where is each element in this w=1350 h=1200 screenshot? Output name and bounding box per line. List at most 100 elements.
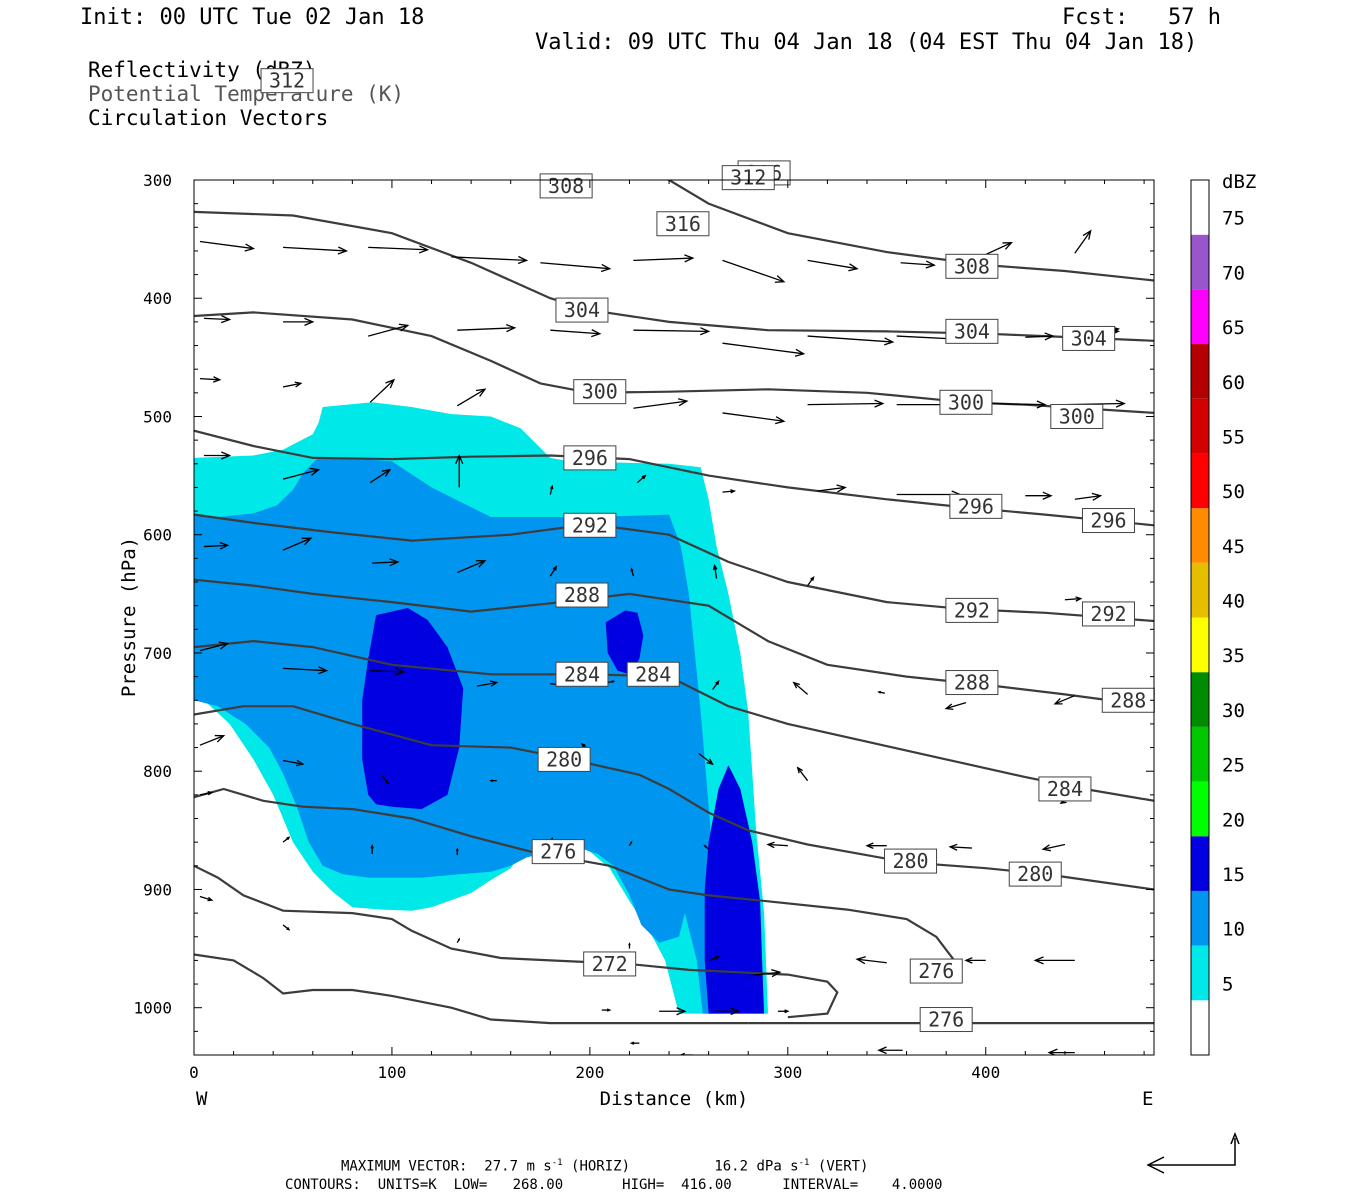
reference-vector-icon bbox=[1146, 1131, 1240, 1174]
colorbar-swatch bbox=[1191, 945, 1209, 1001]
colorbar-swatch bbox=[1191, 453, 1209, 509]
isentrope-label-308: 308 bbox=[945, 253, 999, 279]
circulation-vector bbox=[368, 245, 430, 254]
colorbar-level-label: 35 bbox=[1222, 645, 1245, 667]
circulation-vector bbox=[203, 451, 232, 460]
svg-text:292: 292 bbox=[954, 598, 990, 622]
colorbar-level-label: 60 bbox=[1222, 372, 1245, 394]
x-tick-label: 0 bbox=[189, 1063, 199, 1082]
x-tick-label: 300 bbox=[773, 1063, 802, 1082]
circulation-vector bbox=[807, 259, 859, 272]
y-tick-label: 800 bbox=[143, 762, 172, 781]
colorbar-level-label: 50 bbox=[1222, 481, 1245, 503]
y-tick-label: 700 bbox=[143, 644, 172, 663]
colorbar-level-label: 20 bbox=[1222, 809, 1245, 831]
y-tick-label: 400 bbox=[143, 289, 172, 308]
colorbar-swatch bbox=[1191, 234, 1209, 290]
y-tick-label: 600 bbox=[143, 526, 172, 545]
max-horiz-exponent: -1 bbox=[551, 1158, 563, 1168]
circulation-vector bbox=[633, 254, 695, 263]
circulation-vector bbox=[455, 453, 464, 488]
colorbar-swatch bbox=[1191, 289, 1209, 345]
init-label: Init: 00 UTC Tue 02 Jan 18 bbox=[80, 5, 425, 30]
isentrope-308k bbox=[665, 180, 1154, 282]
max-horiz-unit: (HORIZ) bbox=[571, 1158, 631, 1175]
svg-text:276: 276 bbox=[928, 1008, 964, 1032]
circulation-vector bbox=[456, 388, 487, 407]
circulation-vector bbox=[708, 956, 721, 962]
circulation-vector bbox=[629, 1041, 640, 1045]
circulation-vector bbox=[865, 842, 887, 850]
circulation-vector bbox=[489, 779, 497, 783]
circulation-vector bbox=[1074, 492, 1103, 501]
circulation-vector bbox=[792, 681, 809, 695]
circulation-vector bbox=[199, 791, 214, 796]
colorbar-swatch bbox=[1191, 180, 1209, 235]
max-horiz-value: 27.7 m s bbox=[484, 1158, 552, 1175]
isentrope-300k bbox=[194, 311, 1154, 414]
circulation-vector bbox=[370, 844, 374, 854]
svg-text:276: 276 bbox=[918, 959, 954, 983]
isentrope-label-308: 308 bbox=[539, 173, 593, 199]
circulation-vector bbox=[628, 942, 631, 949]
circulation-vector bbox=[203, 315, 232, 324]
isentrope-label-284: 284 bbox=[1038, 776, 1092, 802]
isentrope-272k bbox=[194, 864, 839, 1019]
x-axis-east-label: E bbox=[1142, 1088, 1153, 1110]
circulation-vector bbox=[368, 323, 410, 337]
svg-text:280: 280 bbox=[892, 849, 928, 873]
isentrope-label-280: 280 bbox=[884, 848, 938, 874]
x-tick-label: 200 bbox=[575, 1063, 604, 1082]
circulation-vector bbox=[944, 702, 967, 710]
isentrope-label-296: 296 bbox=[949, 493, 1003, 519]
colorbar-level-label: 30 bbox=[1222, 700, 1245, 722]
svg-text:308: 308 bbox=[548, 174, 584, 198]
y-tick-label: 300 bbox=[143, 171, 172, 190]
svg-text:288: 288 bbox=[954, 671, 990, 695]
circulation-vector bbox=[703, 844, 710, 850]
circulation-vector bbox=[633, 398, 689, 409]
circulation-vector bbox=[550, 329, 602, 338]
svg-text:308: 308 bbox=[954, 254, 990, 278]
isentrope-284k bbox=[194, 639, 1154, 802]
colorbar-level-label: 15 bbox=[1222, 864, 1245, 886]
svg-text:292: 292 bbox=[1090, 602, 1126, 626]
circulation-vector bbox=[199, 240, 256, 252]
circulation-vector bbox=[549, 565, 558, 577]
circulation-vector bbox=[985, 241, 1013, 256]
circulation-vector bbox=[679, 1052, 693, 1055]
circulation-vector bbox=[1033, 956, 1075, 965]
circulation-vector bbox=[1041, 843, 1066, 852]
circulation-vector bbox=[877, 690, 885, 694]
isentrope-label-284: 284 bbox=[555, 661, 609, 687]
svg-text:296: 296 bbox=[958, 494, 994, 518]
svg-text:304: 304 bbox=[954, 319, 990, 343]
svg-text:296: 296 bbox=[572, 446, 608, 470]
svg-text:300: 300 bbox=[1059, 404, 1095, 428]
x-tick-label: 400 bbox=[971, 1063, 1000, 1082]
circulation-vector bbox=[283, 317, 315, 326]
circulation-vector bbox=[203, 541, 230, 550]
reflectivity-15dbz-region bbox=[605, 610, 644, 675]
reflectivity-15dbz-region bbox=[704, 765, 765, 1014]
circulation-vector bbox=[283, 246, 349, 255]
svg-text:284: 284 bbox=[564, 662, 600, 686]
isentrope-label-316: 316 bbox=[656, 211, 710, 237]
circulation-vector bbox=[722, 259, 786, 283]
isentrope-label-300: 300 bbox=[573, 379, 627, 405]
isentrope-label-312: 312 bbox=[721, 165, 775, 191]
isentrope-label-272: 272 bbox=[583, 951, 637, 977]
colorbar-frame bbox=[1190, 179, 1210, 1056]
circulation-vector bbox=[722, 342, 806, 357]
isentrope-label-300: 300 bbox=[1050, 403, 1104, 429]
circulation-vector bbox=[722, 489, 737, 494]
circulation-vector bbox=[1053, 694, 1076, 705]
circulation-vector bbox=[807, 575, 815, 586]
colorbar-swatch bbox=[1191, 726, 1209, 782]
circulation-vector bbox=[1074, 229, 1092, 254]
svg-text:304: 304 bbox=[1071, 326, 1107, 350]
isentrope-label-304: 304 bbox=[555, 297, 609, 323]
circulation-vector bbox=[964, 957, 986, 964]
max-vert-exponent: -1 bbox=[798, 1158, 810, 1168]
isentrope-label-280: 280 bbox=[1008, 861, 1062, 887]
